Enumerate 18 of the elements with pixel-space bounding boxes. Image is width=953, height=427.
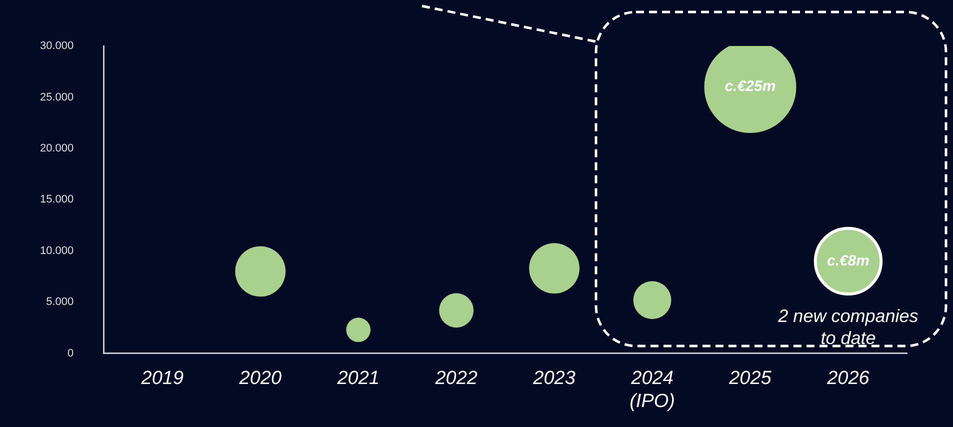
x-tick-label: 2023	[532, 368, 576, 390]
x-tick-label: 2021	[336, 368, 380, 390]
x-tick-label: 2024 (IPO)	[630, 368, 675, 412]
x-tick-label: 2020	[238, 368, 282, 390]
y-tick-label: 5.000	[46, 296, 74, 308]
y-tick-label: 15.000	[40, 194, 74, 206]
y-tick-label: 20.000	[40, 142, 74, 154]
y-tick-label: 30.000	[40, 40, 74, 52]
annotation: c.€25m	[724, 78, 776, 96]
x-tick-label: 2019	[140, 368, 184, 390]
y-tick-label: 10.000	[40, 244, 74, 257]
x-tick-label: 2022	[434, 368, 478, 390]
annotation: 2 new companies to date	[777, 306, 918, 348]
x-tick-label: 2026	[826, 368, 870, 390]
y-tick-label: 25.000	[40, 91, 74, 104]
x-tick-label: 2025	[728, 368, 772, 390]
y-tick-label: 0	[68, 347, 74, 360]
annotation: c.€8m	[826, 252, 870, 270]
